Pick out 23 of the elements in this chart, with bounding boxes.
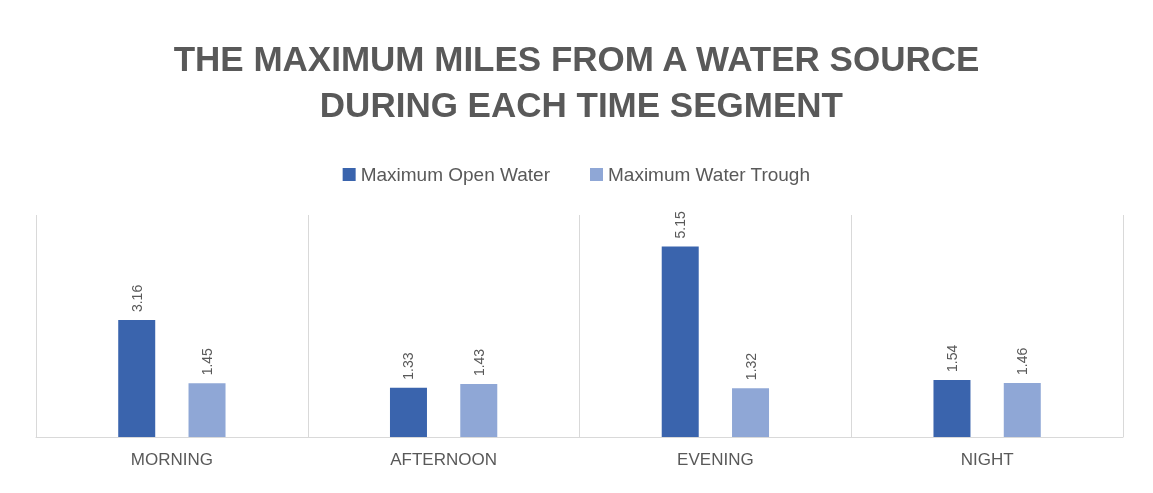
x-tick-label: MORNING [130,450,213,469]
bar [389,387,427,437]
legend-label: Maximum Water Trough [607,164,811,185]
bar [460,384,498,437]
data-label: 1.32 [742,352,759,381]
bar [188,383,226,437]
data-label: 1.46 [1014,347,1031,375]
bar [118,320,156,437]
legend-label: Maximum Open Water [360,164,551,185]
x-tick-label: AFTERNOON [390,450,497,469]
data-label: 1.33 [400,352,417,380]
x-tick-label: NIGHT [960,450,1014,469]
data-label: 5.15 [672,210,689,239]
data-label: 1.45 [199,347,216,376]
chart-title: THE MAXIMUM MILES FROM A WATER SOURCE DURING EACH TIME SEGMENT [173,38,980,124]
data-label: 1.43 [470,348,487,377]
bar [933,380,971,437]
data-label: 3.16 [128,284,145,313]
data-label: 1.54 [943,344,960,373]
bar [732,388,770,437]
x-tick-label: EVENING [677,450,754,469]
bar [661,246,699,437]
bar [1003,382,1041,437]
